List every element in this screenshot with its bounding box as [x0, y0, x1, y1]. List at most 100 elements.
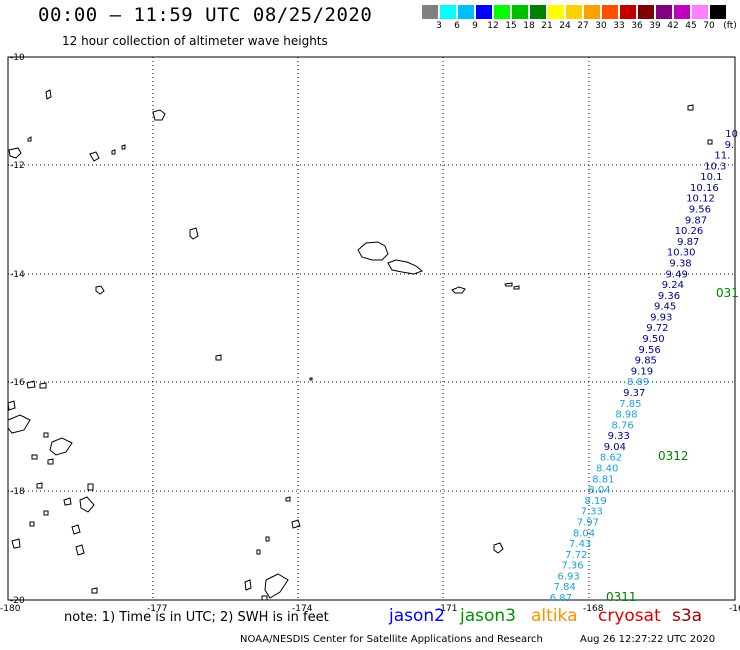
latitude-label: -14: [10, 270, 25, 280]
colorbar-cell: [530, 5, 546, 19]
wave-height-value: 8.04: [588, 485, 610, 496]
colorbar-label: 42: [667, 21, 679, 31]
colorbar-cell: [548, 5, 564, 19]
colorbar-label: 27: [577, 21, 589, 31]
island-n4: [89, 151, 100, 162]
wave-height-value: 10.3: [704, 161, 726, 172]
footer-timestamp: Aug 26 12:27:22 UTC 2020: [580, 634, 716, 645]
longitude-label: -168: [583, 604, 604, 614]
island-fiji-7: [43, 432, 49, 438]
map-subtitle: 12 hour collection of altimeter wave hei…: [62, 34, 328, 48]
colorbar-cell: [476, 5, 492, 19]
wave-height-value: 8.98: [615, 410, 637, 421]
wave-height-value: 11.: [714, 151, 730, 162]
wave-height-value: 7.72: [565, 550, 587, 561]
island-tonga-2: [291, 519, 301, 529]
island-small-6: [707, 139, 713, 145]
colorbar-cell: [512, 5, 528, 19]
wave-height-value: 8.04: [573, 528, 595, 539]
colorbar-cell: [692, 5, 708, 19]
island-small-4: [309, 377, 313, 381]
wave-height-value: 8.62: [600, 453, 622, 464]
island-small-5: [687, 104, 694, 111]
longitude-label: -171: [437, 604, 457, 614]
wave-height-value: 9.36: [658, 291, 680, 302]
longitude-label: -174: [292, 604, 313, 614]
island-tonga-1: [285, 496, 291, 502]
colorbar-unit: (ft): [723, 21, 737, 31]
island-n3: [8, 147, 22, 159]
colorbar-label: 45: [685, 21, 697, 31]
island-wallis: [95, 285, 105, 295]
island-futuna: [152, 109, 166, 121]
wave-height-value: 10.1: [700, 172, 722, 183]
colorbar-label: 36: [631, 21, 643, 31]
island-fiji-16: [11, 538, 21, 549]
island-fiji-5: [7, 400, 16, 411]
island-fiji-10: [63, 497, 72, 506]
island-tonga-3: [265, 536, 270, 542]
wave-height-value: 9.85: [635, 356, 657, 367]
wave-height-value: 7.43: [569, 539, 591, 550]
colorbar-cell: [674, 5, 690, 19]
wave-height-value: 9.49: [666, 269, 688, 280]
longitude-label: -177: [147, 604, 167, 614]
wave-height-value: 9.93: [650, 312, 672, 323]
wave-height-value: 10: [725, 129, 738, 140]
island-fiji-2: [49, 437, 73, 456]
wave-height-value: 9.37: [623, 388, 645, 399]
colorbar-cell: [710, 5, 726, 19]
island-n2: [27, 136, 32, 142]
pass-time-label: 0311: [606, 590, 637, 604]
island-fiji-14: [29, 521, 35, 527]
latitude-label: -18: [10, 487, 25, 497]
colorbar-label: 9: [472, 21, 478, 31]
colorbar-cell: [422, 5, 438, 19]
wave-height-value: 9.56: [689, 205, 711, 216]
colorbar-label: 30: [595, 21, 607, 31]
longitude-label: -180: [0, 604, 21, 614]
wave-height-value: 7.36: [561, 561, 583, 572]
island-upolu: [387, 259, 423, 275]
colorbar-label: 12: [487, 21, 499, 31]
island-fiji-13: [43, 510, 49, 516]
island-small-3: [215, 354, 222, 361]
island-small-1: [504, 282, 513, 287]
footer-credit: NOAA/NESDIS Center for Satellite Applica…: [240, 634, 543, 645]
legend-altika: altika: [531, 606, 578, 626]
wave-height-value: 6.87: [550, 593, 572, 604]
island-tonga-4: [256, 549, 261, 555]
island-n6: [121, 144, 126, 150]
wave-height-value: 9.38: [669, 258, 691, 269]
island-tonga-6: [264, 573, 289, 599]
wave-height-value: 10.30: [667, 248, 696, 259]
island-fiji-11: [79, 496, 95, 513]
pass-time-label: 0312: [658, 449, 689, 463]
island-fiji-17: [75, 544, 85, 556]
island-n5: [111, 149, 116, 155]
map-grid: [8, 57, 735, 600]
wave-height-value: 10.12: [686, 194, 715, 205]
wave-height-value: 9.45: [654, 302, 676, 313]
wave-height-value: 9.50: [642, 334, 664, 345]
map-title: 00:00 – 11:59 UTC 08/25/2020: [38, 4, 373, 26]
colorbar-cell: [620, 5, 636, 19]
island-tonga-7: [261, 595, 268, 601]
colorbar-label: 39: [649, 21, 661, 31]
island-tutuila: [451, 286, 466, 294]
colorbar-label: 18: [523, 21, 535, 31]
wave-height-value: 9.33: [608, 431, 630, 442]
island-fiji-12: [87, 483, 94, 491]
wave-height-value: 7.97: [577, 517, 599, 528]
note-text: note: 1) Time is in UTC; 2) SWH is in fe…: [64, 610, 329, 625]
island-fiji-9: [36, 482, 43, 489]
wave-height-value: 9.72: [646, 323, 668, 334]
latitude-label: -10: [10, 53, 25, 63]
wave-height-value: 9.04: [604, 442, 626, 453]
island-tonga-5: [244, 579, 252, 591]
pass-time-label: 0311: [716, 286, 740, 300]
wave-height-value: 9.19: [631, 366, 653, 377]
island-small-2: [513, 285, 520, 290]
wave-height-value: 9.56: [639, 345, 661, 356]
latitude-label: -16: [10, 378, 25, 388]
